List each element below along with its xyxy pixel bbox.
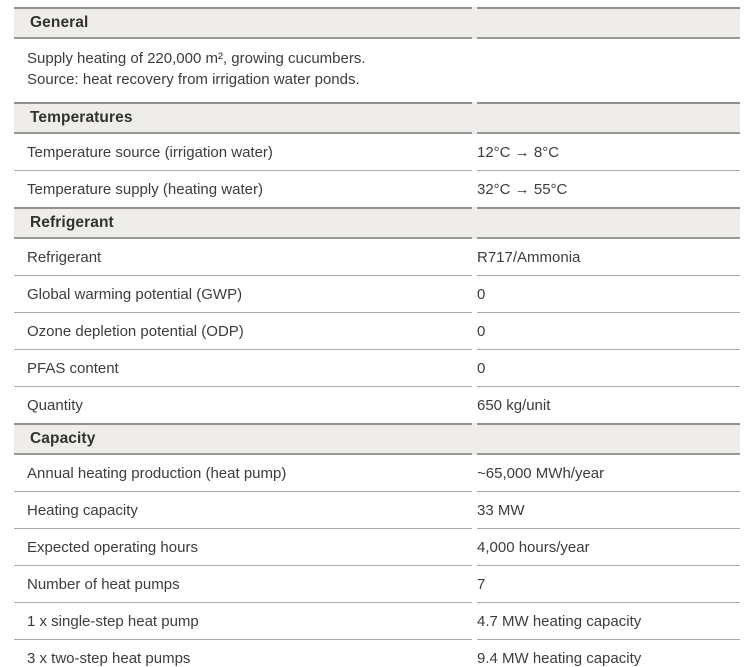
section-general: General Supply heating of 220,000 m², gr…: [14, 7, 740, 102]
table-row: Heating capacity 33 MW: [14, 491, 740, 528]
general-description-line: Source: heat recovery from irrigation wa…: [27, 71, 360, 88]
row-value: ~65,000 MWh/year: [477, 464, 605, 482]
table-row: Number of heat pumps 7: [14, 565, 740, 602]
table-row: 1 x single-step heat pump 4.7 MW heating…: [14, 602, 740, 639]
row-label: 1 x single-step heat pump: [14, 602, 472, 639]
section-capacity: Capacity Annual heating production (heat…: [14, 423, 740, 667]
table-row: Refrigerant R717/Ammonia: [14, 239, 740, 275]
section-header-spacer: [477, 7, 740, 39]
section-refrigerant: Refrigerant Refrigerant R717/Ammonia Glo…: [14, 207, 740, 423]
row-value: 0: [477, 312, 740, 349]
row-value: 4.7 MW heating capacity: [477, 602, 740, 639]
table-row: Global warming potential (GWP) 0: [14, 275, 740, 312]
section-header-capacity: Capacity: [14, 423, 740, 455]
row-label: Ozone depletion potential (ODP): [14, 312, 472, 349]
row-label: Annual heating production (heat pump): [27, 464, 287, 482]
section-title: General: [14, 7, 472, 39]
table-row: 3 x two-step heat pumps 9.4 MW heating c…: [14, 639, 740, 667]
table-row: Annual heating production (heat pump) ~6…: [14, 455, 740, 491]
row-value: R717/Ammonia: [477, 248, 581, 266]
table-row: Quantity 650 kg/unit: [14, 386, 740, 423]
section-header-spacer: [477, 207, 740, 239]
section-header-spacer: [477, 102, 740, 134]
row-label: Number of heat pumps: [14, 565, 472, 602]
section-title: Capacity: [14, 423, 472, 455]
row-label: Refrigerant: [27, 248, 102, 266]
row-label: Quantity: [14, 386, 472, 423]
row-value: 32°C → 55°C: [477, 170, 740, 207]
row-value: 12°C → 8°C: [477, 143, 560, 161]
row-label: Global warming potential (GWP): [14, 275, 472, 312]
row-label: PFAS content: [14, 349, 472, 386]
spec-table: General Supply heating of 220,000 m², gr…: [14, 7, 740, 667]
row-label: Temperature supply (heating water): [14, 170, 472, 207]
section-title: Refrigerant: [14, 207, 472, 239]
row-label: 3 x two-step heat pumps: [14, 639, 472, 667]
row-value: 4,000 hours/year: [477, 528, 740, 565]
row-value: 9.4 MW heating capacity: [477, 639, 740, 667]
section-temperatures: Temperatures Temperature source (irrigat…: [14, 102, 740, 207]
section-header-general: General: [14, 7, 740, 39]
row-value: 0: [477, 349, 740, 386]
row-value: 0: [477, 275, 740, 312]
section-header-temperatures: Temperatures: [14, 102, 740, 134]
general-description: Supply heating of 220,000 m², growing cu…: [14, 39, 740, 102]
section-title: Temperatures: [14, 102, 472, 134]
row-value: 7: [477, 565, 740, 602]
table-row: Temperature supply (heating water) 32°C …: [14, 170, 740, 207]
table-row: PFAS content 0: [14, 349, 740, 386]
row-value: 650 kg/unit: [477, 386, 740, 423]
row-label: Expected operating hours: [14, 528, 472, 565]
table-row: Expected operating hours 4,000 hours/yea…: [14, 528, 740, 565]
section-header-refrigerant: Refrigerant: [14, 207, 740, 239]
general-description-line: Supply heating of 220,000 m², growing cu…: [27, 50, 366, 67]
section-header-spacer: [477, 423, 740, 455]
row-label: Temperature source (irrigation water): [27, 143, 273, 161]
table-row: Ozone depletion potential (ODP) 0: [14, 312, 740, 349]
row-value: 33 MW: [477, 491, 740, 528]
row-label: Heating capacity: [14, 491, 472, 528]
table-row: Temperature source (irrigation water) 12…: [14, 134, 740, 170]
